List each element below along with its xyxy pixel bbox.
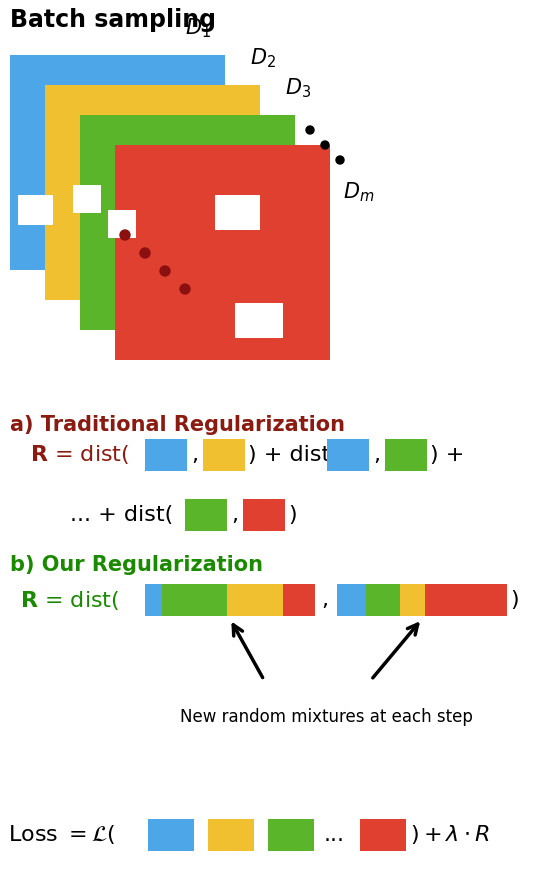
Circle shape [120,230,130,240]
Bar [80,115,295,330]
Bar [215,195,260,230]
Text: $) + \lambda \cdot R$: $) + \lambda \cdot R$ [410,824,490,847]
Circle shape [336,156,344,164]
Bar [360,819,406,851]
Text: ) +: ) + [430,445,464,465]
Bar [366,584,400,616]
Circle shape [321,141,329,149]
Bar [268,819,314,851]
Text: ) + dist(: ) + dist( [248,445,339,465]
Bar [148,819,194,851]
Text: $D_3$: $D_3$ [285,77,311,100]
Bar [327,439,369,471]
Bar [203,439,245,471]
Bar [45,85,260,300]
Bar [18,195,53,225]
Text: ,: , [321,590,328,610]
Bar [145,439,187,471]
Text: $\mathbf{R}$ = dist(: $\mathbf{R}$ = dist( [30,444,129,466]
Text: ): ) [510,590,519,610]
Bar [10,55,225,270]
Bar [73,185,101,213]
Circle shape [140,248,150,258]
Text: $D_m$: $D_m$ [343,180,374,203]
Bar [385,439,427,471]
Circle shape [306,126,314,134]
Circle shape [180,284,190,294]
Bar [337,584,366,616]
Text: ,: , [191,445,198,465]
Bar [227,584,283,616]
Bar [145,584,162,616]
Text: $D_1$: $D_1$ [185,17,211,40]
Bar [185,499,227,531]
Bar [283,584,315,616]
Bar [243,499,285,531]
Bar [108,210,136,238]
Text: New random mixtures at each step: New random mixtures at each step [179,708,473,726]
Bar [115,145,330,360]
Bar [400,584,426,616]
Text: ...: ... [324,825,345,845]
Text: ,: , [373,445,380,465]
Bar [235,303,283,338]
Text: ): ) [288,505,296,525]
Text: a) Traditional Regularization: a) Traditional Regularization [10,415,345,435]
Text: b) Our Regularization: b) Our Regularization [10,555,263,575]
Text: Loss $=\mathcal{L}($: Loss $=\mathcal{L}($ [8,824,116,847]
Text: ,: , [231,505,238,525]
Text: ... + dist(: ... + dist( [70,505,173,525]
Bar [426,584,507,616]
Circle shape [160,266,170,276]
Bar [162,584,227,616]
Text: $\mathbf{R}$ = dist(: $\mathbf{R}$ = dist( [20,589,119,612]
Text: Batch sampling: Batch sampling [10,8,216,32]
Text: $D_2$: $D_2$ [250,47,276,70]
Bar [208,819,254,851]
